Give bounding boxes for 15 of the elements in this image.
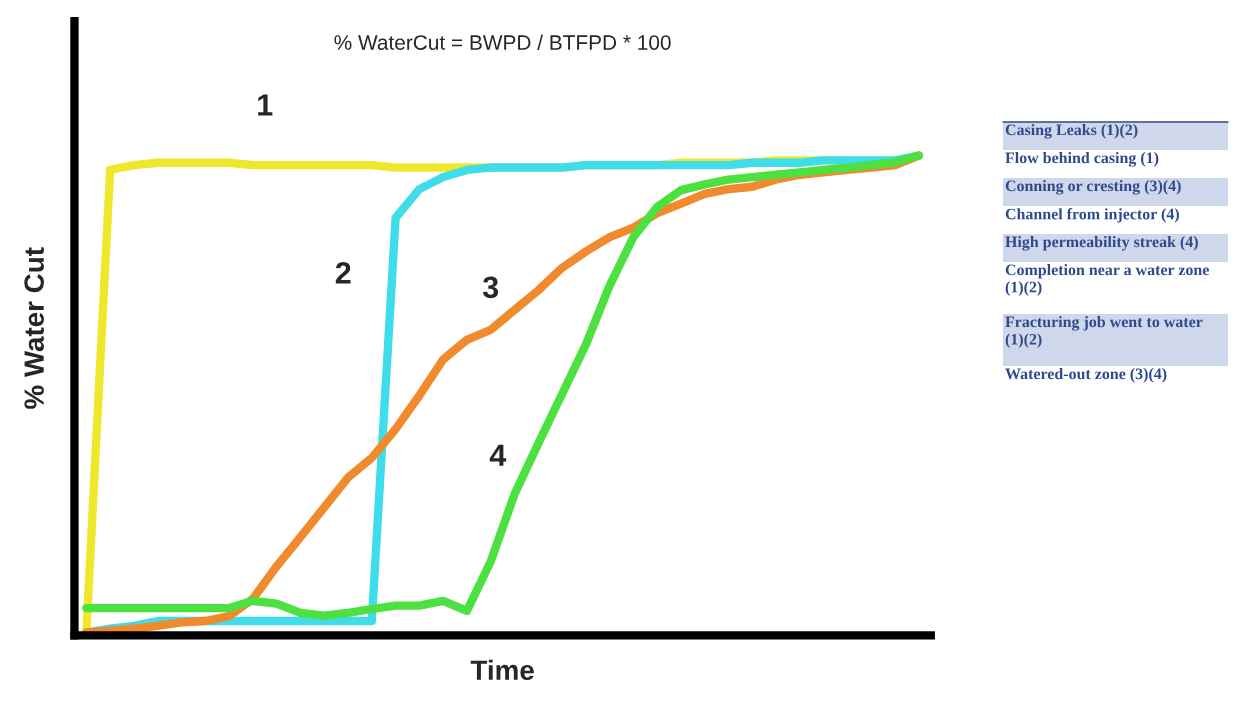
text: Channel from injector (4)	[1005, 208, 1179, 223]
text: Flow behind casing (1)	[1005, 152, 1159, 167]
series-label: 3	[482, 276, 499, 299]
text: Conning or cresting (3)(4)	[1005, 180, 1181, 195]
text: Completion near a water zone (1)(2)	[1005, 264, 1209, 296]
text: High permeability streak (4)	[1005, 236, 1198, 251]
text: Watered-out zone (3)(4)	[1005, 368, 1167, 383]
series-label: 2	[335, 262, 351, 284]
x-axis-title: Time	[470, 659, 534, 681]
y-axis-title: % Water Cut	[24, 247, 44, 409]
text: Fracturing job went to water (1)(2)	[1005, 316, 1203, 348]
chart-title: % WaterCut = BWPD / BTFPD * 100	[334, 34, 671, 50]
series-label: 1	[258, 94, 273, 116]
text: Casing Leaks (1)(2)	[1005, 124, 1138, 139]
series-label: 4	[489, 444, 507, 466]
